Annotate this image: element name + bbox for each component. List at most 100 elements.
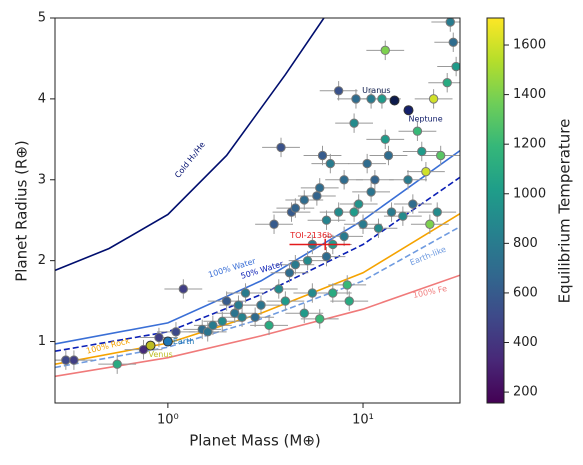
- planet-point: [264, 320, 274, 331]
- planet-point: [229, 308, 240, 318]
- planet-point: [269, 219, 279, 229]
- cbar-tick-label: 1600: [513, 38, 546, 53]
- planet-point: [428, 94, 439, 104]
- planet-point: [358, 219, 368, 229]
- model-curve: [55, 149, 460, 345]
- planet-point: [256, 300, 266, 310]
- solar-label: Uranus: [362, 86, 390, 95]
- planet-point: [353, 199, 364, 209]
- cbar-tick-label: 800: [513, 236, 538, 251]
- planet-point: [362, 158, 372, 169]
- cbar-tick-label: 200: [513, 385, 538, 400]
- planet-point: [302, 255, 313, 266]
- planet-point: [403, 175, 413, 185]
- planet-point: [321, 251, 332, 262]
- planet-point: [333, 207, 344, 217]
- plot: [55, 18, 460, 378]
- planet-point: [435, 150, 446, 161]
- planet-point: [344, 296, 354, 306]
- planet-point: [250, 312, 260, 322]
- planet-point: [425, 219, 435, 229]
- cbar-tick-label: 1400: [513, 87, 546, 102]
- planet-point: [276, 142, 286, 153]
- cbar-tick-label: 600: [513, 285, 538, 300]
- y-axis-label: Planet Radius (R⊕): [13, 140, 31, 282]
- colorbar: [486, 17, 505, 404]
- planet-point: [299, 308, 309, 318]
- planet-point: [290, 259, 301, 270]
- planet-point: [154, 332, 164, 343]
- solar-planet: [389, 95, 400, 106]
- planet-point: [61, 355, 71, 365]
- planet-point: [421, 166, 431, 177]
- planet-point: [233, 300, 244, 310]
- planet-point: [349, 118, 359, 128]
- planet-point: [370, 175, 380, 185]
- planet-point: [333, 86, 344, 96]
- planet-point: [377, 94, 387, 104]
- planet-point: [325, 158, 336, 169]
- planet-point: [328, 288, 338, 298]
- planet-point: [203, 327, 213, 337]
- planet-point: [274, 284, 284, 294]
- cbar-tick-label: 1000: [513, 186, 546, 201]
- planet-point: [178, 284, 189, 294]
- planet-point: [317, 150, 328, 161]
- y-tick-label: 4: [38, 91, 46, 106]
- plot-frame: [54, 17, 461, 404]
- model-curve: [55, 176, 460, 352]
- planet-point: [380, 45, 390, 56]
- planet-point: [69, 355, 79, 365]
- y-tick-label: 3: [38, 172, 46, 187]
- x-tick-label: 10⁰: [157, 413, 179, 428]
- planet-point: [237, 312, 247, 322]
- curve-label: 100% Rock: [85, 336, 131, 356]
- planet-point: [417, 146, 427, 157]
- x-tick-label: 10¹: [352, 413, 374, 428]
- planet-point: [112, 359, 122, 369]
- curve-label: Earth-like: [409, 245, 448, 268]
- planet-point: [339, 175, 349, 185]
- solar-label: Neptune: [408, 115, 442, 124]
- planet-point: [366, 94, 376, 104]
- y-tick-label: 1: [38, 334, 46, 349]
- planet-point: [280, 296, 291, 306]
- solar-label: Earth: [173, 337, 194, 346]
- planet-point: [442, 78, 452, 88]
- cbar-tick-label: 400: [513, 335, 538, 350]
- planet-point: [432, 207, 442, 217]
- planet-point: [386, 207, 397, 217]
- y-tick-label: 2: [38, 253, 46, 268]
- planet-point: [408, 199, 418, 209]
- planet-point: [342, 280, 352, 290]
- planet-point: [312, 191, 322, 201]
- planet-point: [451, 61, 460, 72]
- y-tick-label: 5: [38, 11, 46, 26]
- planet-point: [373, 223, 384, 233]
- solar-planet: [403, 105, 414, 116]
- planet-point: [339, 231, 349, 242]
- planet-point: [351, 94, 361, 104]
- planet-point: [315, 183, 325, 193]
- planet-point: [412, 126, 423, 136]
- model-curve: [55, 226, 460, 369]
- planet-point: [445, 18, 455, 27]
- planet-point: [383, 150, 394, 161]
- planet-point: [171, 327, 181, 337]
- planet-point: [349, 207, 359, 217]
- planet-point: [398, 211, 408, 221]
- planet-point: [208, 320, 218, 331]
- curve-label: 100% Fe: [412, 284, 448, 300]
- planet-point: [284, 268, 295, 278]
- planet-point: [380, 134, 390, 145]
- solar-planet: [162, 336, 173, 347]
- highlight-label: TOI-2136b: [289, 231, 332, 240]
- solar-planet: [145, 340, 156, 351]
- planet-point: [299, 195, 309, 205]
- model-curve: [55, 18, 325, 272]
- solar-label: Venus: [149, 350, 173, 359]
- planet-point: [217, 316, 227, 327]
- colorbar-label: Equilibrium Temperature: [556, 119, 574, 304]
- curve-label: Cold H₂/He: [173, 140, 207, 180]
- planet-point: [321, 215, 332, 225]
